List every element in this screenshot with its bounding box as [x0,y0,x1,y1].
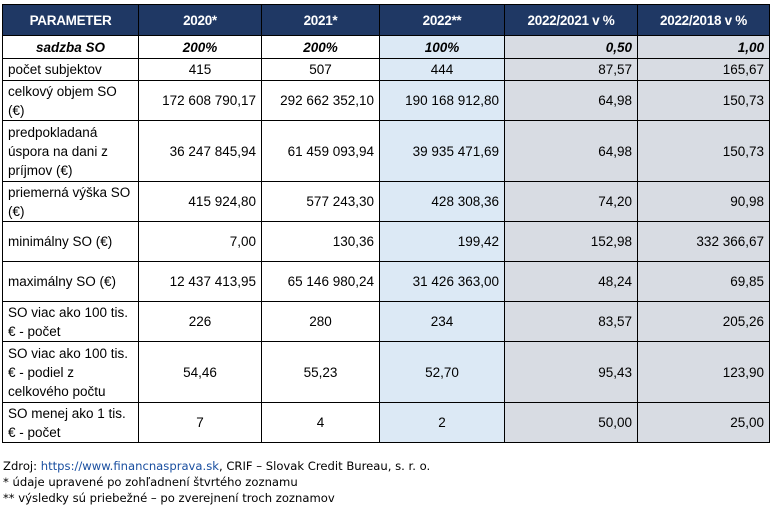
row-label: sadzba SO [2,35,139,59]
cell-2020: 226 [138,301,262,342]
cell-2022-vs-2021: 152,98 [504,221,638,262]
table-row: SO menej ako 1 tis. € - počet 7 4 2 50,0… [2,402,770,443]
cell-2021: 292 662 352,10 [261,80,380,121]
table-row: predpokladaná úspora na dani z príjmov (… [2,120,770,182]
cell-2022: 428 308,36 [379,181,505,222]
cell-2022: 199,42 [379,221,505,262]
cell-2020: 12 437 413,95 [138,261,262,302]
cell-2022: 444 [379,58,505,81]
cell-2022: 190 168 912,80 [379,80,505,121]
header-row: PARAMETER 2020* 2021* 2022** 2022/2021 v… [2,4,770,36]
cell-2021: 130,36 [261,221,380,262]
cell-2022-vs-2018: 69,85 [637,261,770,302]
cell-2020: 7,00 [138,221,262,262]
table-row: počet subjektov 415 507 444 87,57 165,67 [2,58,770,81]
source-note: Zdroj: https://www.financnasprava.sk, CR… [3,458,430,474]
cell-2020: 415 924,80 [138,181,262,222]
row-label: SO viac ako 100 tis. € - podiel z celkov… [2,341,139,403]
header-2022: 2022** [379,4,505,36]
row-label: predpokladaná úspora na dani z príjmov (… [2,120,139,182]
table-row: SO viac ako 100 tis. € - počet 226 280 2… [2,301,770,342]
table-row: minimálny SO (€) 7,00 130,36 199,42 152,… [2,221,770,262]
cell-2022-vs-2021: 87,57 [504,58,638,81]
cell-2022: 234 [379,301,505,342]
cell-2020: 415 [138,58,262,81]
cell-2020: 36 247 845,94 [138,120,262,182]
cell-2022-vs-2018: 165,67 [637,58,770,81]
cell-2021: 200% [261,35,380,59]
header-2021: 2021* [261,4,380,36]
header-2022-vs-2018: 2022/2018 v % [637,4,770,36]
cell-2022-vs-2018: 123,90 [637,341,770,403]
table-row: celkový objem SO (€) 172 608 790,17 292 … [2,80,770,121]
cell-2022-vs-2018: 332 366,67 [637,221,770,262]
footnotes: Zdroj: https://www.financnasprava.sk, CR… [3,458,430,506]
data-table-wrapper: PARAMETER 2020* 2021* 2022** 2022/2021 v… [2,4,770,443]
cell-2020: 54,46 [138,341,262,403]
row-label: priemerná výška SO (€) [2,181,139,222]
cell-2022-vs-2018: 25,00 [637,402,770,443]
source-prefix: Zdroj: [3,459,41,473]
row-label: SO viac ako 100 tis. € - počet [2,301,139,342]
cell-2022-vs-2018: 90,98 [637,181,770,222]
header-2020: 2020* [138,4,262,36]
header-2022-vs-2021: 2022/2021 v % [504,4,638,36]
cell-2022: 100% [379,35,505,59]
cell-2021: 4 [261,402,380,443]
cell-2021: 280 [261,301,380,342]
cell-2020: 7 [138,402,262,443]
table-row: maximálny SO (€) 12 437 413,95 65 146 98… [2,261,770,302]
cell-2022-vs-2021: 83,57 [504,301,638,342]
row-label: SO menej ako 1 tis. € - počet [2,402,139,443]
cell-2022-vs-2018: 205,26 [637,301,770,342]
cell-2022: 39 935 471,69 [379,120,505,182]
cell-2021: 507 [261,58,380,81]
table-row: SO viac ako 100 tis. € - podiel z celkov… [2,341,770,403]
cell-2021: 55,23 [261,341,380,403]
cell-2021: 577 243,30 [261,181,380,222]
cell-2022-vs-2021: 50,00 [504,402,638,443]
table-row: sadzba SO 200% 200% 100% 0,50 1,00 [2,35,770,59]
cell-2022: 2 [379,402,505,443]
cell-2022-vs-2021: 64,98 [504,120,638,182]
source-link[interactable]: https://www.financnasprava.sk [40,459,219,473]
cell-2022-vs-2021: 95,43 [504,341,638,403]
cell-2022-vs-2021: 74,20 [504,181,638,222]
cell-2022: 52,70 [379,341,505,403]
cell-2022-vs-2018: 150,73 [637,120,770,182]
row-label: celkový objem SO (€) [2,80,139,121]
cell-2021: 65 146 980,24 [261,261,380,302]
cell-2022-vs-2021: 48,24 [504,261,638,302]
data-table: PARAMETER 2020* 2021* 2022** 2022/2021 v… [2,4,770,443]
footnote-1: * údaje upravené po zohľadnení štvrtého … [3,475,298,489]
row-label: maximálny SO (€) [2,261,139,302]
table-row: priemerná výška SO (€) 415 924,80 577 24… [2,181,770,222]
source-suffix: , CRIF – Slovak Credit Bureau, s. r. o. [218,459,431,473]
cell-2022-vs-2021: 0,50 [504,35,638,59]
cell-2020: 172 608 790,17 [138,80,262,121]
cell-2022-vs-2018: 150,73 [637,80,770,121]
footnote-2: ** výsledky sú priebežné – po zverejnení… [3,491,335,505]
row-label: minimálny SO (€) [2,221,139,262]
cell-2022: 31 426 363,00 [379,261,505,302]
cell-2021: 61 459 093,94 [261,120,380,182]
header-parameter: PARAMETER [2,4,139,36]
cell-2020: 200% [138,35,262,59]
row-label: počet subjektov [2,58,139,81]
cell-2022-vs-2021: 64,98 [504,80,638,121]
cell-2022-vs-2018: 1,00 [637,35,770,59]
